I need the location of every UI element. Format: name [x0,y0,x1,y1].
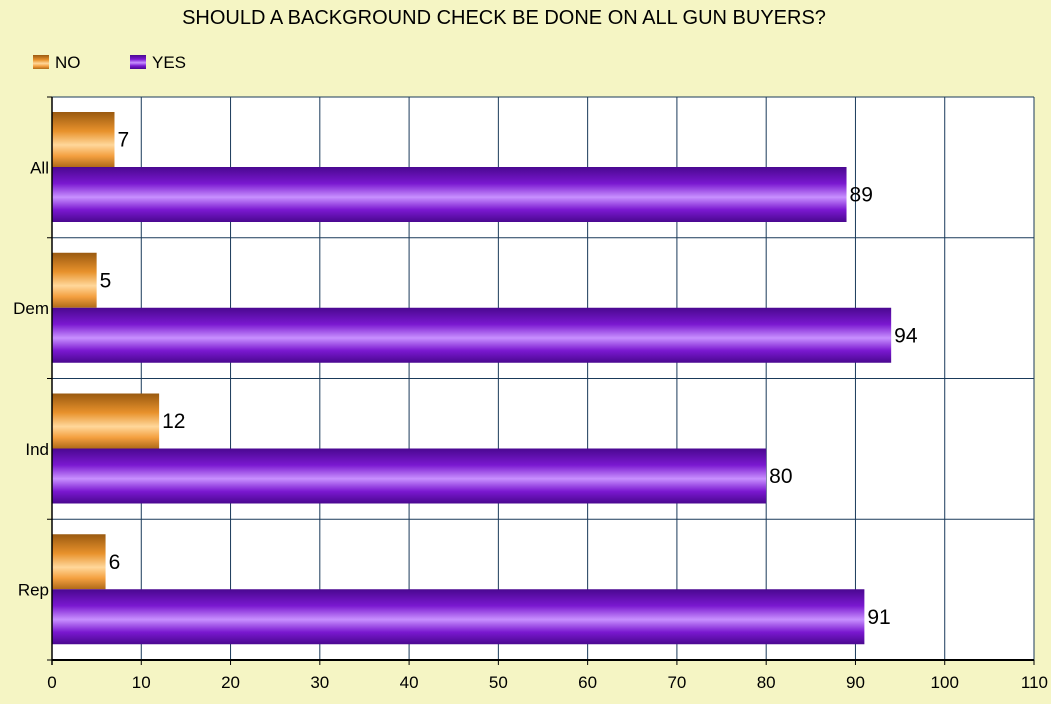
bar-dem-yes [52,307,892,363]
bar-rep-yes [52,589,865,645]
legend-label-yes: YES [152,53,186,72]
value-label-rep-yes: 91 [867,606,890,629]
x-tick-label-0: 0 [47,673,56,692]
x-tick-label-50: 50 [489,673,508,692]
bars [52,112,892,645]
x-axis-tick-labels: 0 10 20 30 40 50 60 70 80 90 100 110 [47,673,1048,692]
legend-label-no: NO [55,53,81,72]
value-label-all-no: 7 [117,129,129,152]
value-label-ind-no: 12 [162,410,185,433]
category-label-dem: Dem [13,299,49,318]
x-tick-label-60: 60 [578,673,597,692]
bar-all-no [52,112,115,167]
legend-swatch-yes [130,55,146,69]
category-labels: All Dem Ind Rep [13,158,49,599]
x-tick-label-40: 40 [400,673,419,692]
value-label-rep-no: 6 [109,551,121,574]
value-label-dem-no: 5 [100,269,112,292]
chart-title: SHOULD A BACKGROUND CHECK BE DONE ON ALL… [182,7,826,29]
bar-ind-yes [52,448,767,504]
bar-ind-no [52,393,160,449]
value-label-all-yes: 89 [850,184,873,207]
category-label-all: All [30,158,49,177]
bar-rep-no [52,534,106,590]
x-tick-label-80: 80 [757,673,776,692]
bar-all-yes [52,167,847,222]
category-label-rep: Rep [18,581,49,600]
x-tick-label-20: 20 [221,673,240,692]
x-tick-label-70: 70 [667,673,686,692]
value-label-ind-yes: 80 [769,465,792,488]
axes [47,96,1035,665]
x-tick-label-110: 110 [1021,673,1048,692]
x-tick-label-10: 10 [132,673,151,692]
value-labels: 7 89 5 94 12 80 6 91 [100,129,918,629]
value-label-dem-yes: 94 [894,324,918,347]
x-tick-label-30: 30 [310,673,329,692]
x-tick-label-100: 100 [931,673,959,692]
x-tick-label-90: 90 [846,673,865,692]
legend: NO YES [33,53,186,72]
category-label-ind: Ind [25,440,49,459]
bar-dem-no [52,252,97,308]
legend-swatch-no [33,55,49,69]
